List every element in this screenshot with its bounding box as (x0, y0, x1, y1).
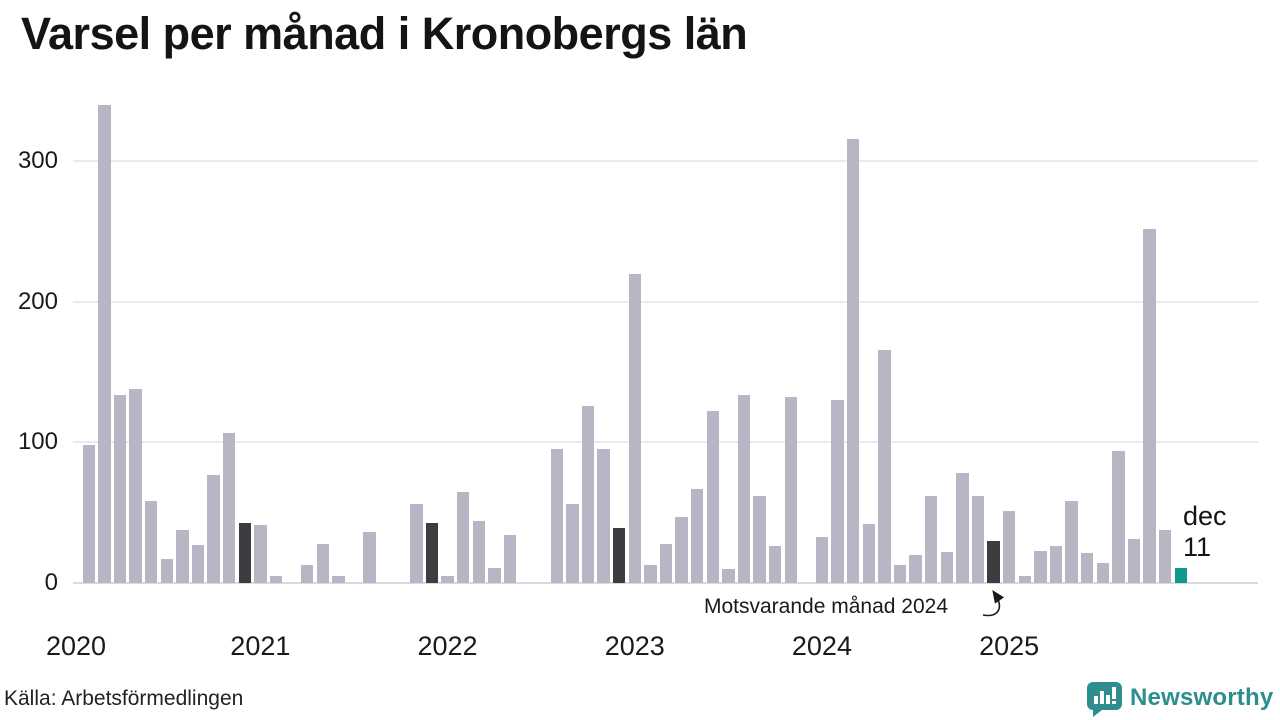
bar-2025-04 (1049, 546, 1063, 583)
bar-2020-12 (238, 523, 251, 583)
y-tick-label-0: 0 (44, 569, 58, 596)
bar-2021-02 (269, 576, 283, 583)
bar-2024-02 (831, 400, 844, 583)
bar-2023-10 (768, 546, 782, 583)
newsworthy-logo: Newsworthy (1086, 679, 1273, 717)
bar-2020-07 (160, 559, 173, 583)
bar-2023-01 (628, 274, 641, 583)
y-tick-label-200: 200 (17, 287, 58, 315)
bar-2024-06 (893, 565, 907, 583)
bar-2020-09 (191, 545, 205, 583)
bar-2020-05 (129, 389, 142, 583)
source-label: Källa: Arbetsförmedlingen (4, 687, 244, 710)
bar-2022-02 (456, 492, 470, 583)
x-year-label-2022: 2022 (417, 631, 478, 661)
bar-2024-03 (846, 139, 860, 583)
gridline-0 (73, 582, 1258, 584)
bar-2020-11 (222, 433, 236, 583)
bar-2025-05 (1065, 501, 1078, 583)
bar-2021-06 (332, 576, 345, 583)
bar-2020-10 (207, 475, 220, 583)
current-month-name: dec (1183, 501, 1227, 531)
bar-2021-05 (316, 544, 329, 583)
gridline-200 (73, 300, 1258, 303)
x-year-label-2020: 2020 (45, 631, 107, 661)
gridline-100 (73, 441, 1258, 444)
bar-2025-03 (1034, 551, 1047, 583)
y-tick-label-300: 300 (17, 147, 58, 175)
bar-2023-06 (706, 411, 719, 583)
current-month-value: 11 (1183, 532, 1212, 562)
bar-2025-02 (1018, 576, 1031, 583)
bar-2023-09 (753, 496, 766, 583)
bar-2024-04 (862, 524, 875, 583)
bar-2025-06 (1080, 553, 1094, 583)
bar-2025-12 (1174, 568, 1187, 583)
current-month-label: dec 11 (1183, 501, 1227, 563)
bar-2020-08 (176, 530, 189, 583)
bar-2023-04 (675, 517, 688, 583)
annotation-label: Motsvarande månad 2024 (704, 595, 948, 618)
newsworthy-wordmark: Newsworthy (1130, 684, 1274, 711)
bar-2025-10 (1143, 229, 1156, 583)
y-tick-label-100: 100 (17, 428, 58, 456)
bar-2022-01 (441, 576, 454, 583)
bar-2020-03 (98, 105, 111, 583)
bar-2023-02 (644, 565, 657, 583)
bar-2022-12 (612, 528, 626, 583)
bar-2021-11 (410, 504, 423, 583)
gridline-300 (73, 160, 1258, 163)
newsworthy-icon (1087, 682, 1122, 717)
bar-2020-04 (113, 395, 127, 583)
bar-2021-01 (254, 525, 267, 583)
x-year-label-2021: 2021 (230, 631, 291, 661)
bar-2022-04 (488, 568, 501, 583)
bar-2022-09 (566, 504, 579, 583)
bar-2024-07 (909, 555, 922, 583)
bar-2025-07 (1096, 563, 1109, 583)
bar-2025-08 (1112, 451, 1125, 583)
bar-2025-09 (1127, 539, 1141, 583)
bar-2022-08 (550, 449, 563, 583)
bar-2023-05 (690, 489, 704, 583)
bar-2025-01 (1002, 511, 1016, 583)
bar-2020-06 (144, 501, 158, 583)
bar-2022-11 (597, 449, 610, 583)
bar-2021-08 (363, 532, 376, 583)
bar-2025-11 (1158, 530, 1172, 583)
bar-2023-08 (737, 395, 751, 583)
bar-2024-12 (987, 541, 1000, 583)
bar-2022-03 (472, 521, 485, 583)
bar-2024-01 (815, 537, 829, 583)
bar-2022-10 (581, 406, 595, 583)
bar-2024-11 (971, 496, 985, 583)
x-year-label-2024: 2024 (791, 631, 852, 661)
bar-2021-04 (300, 565, 314, 583)
bar-2023-11 (784, 397, 797, 583)
bar-2023-03 (659, 544, 673, 583)
bar-2022-05 (503, 535, 517, 583)
x-year-label-2025: 2025 (979, 631, 1040, 661)
chart-title: Varsel per månad i Kronobergs län (21, 8, 748, 59)
bar-2024-09 (940, 552, 953, 583)
bar-2024-08 (924, 496, 938, 583)
bar-2021-12 (425, 523, 439, 583)
bar-2024-05 (878, 350, 891, 583)
bar-2024-10 (956, 473, 969, 583)
bar-2020-02 (82, 445, 95, 583)
bar-2023-07 (722, 569, 735, 583)
x-year-label-2023: 2023 (604, 631, 665, 661)
